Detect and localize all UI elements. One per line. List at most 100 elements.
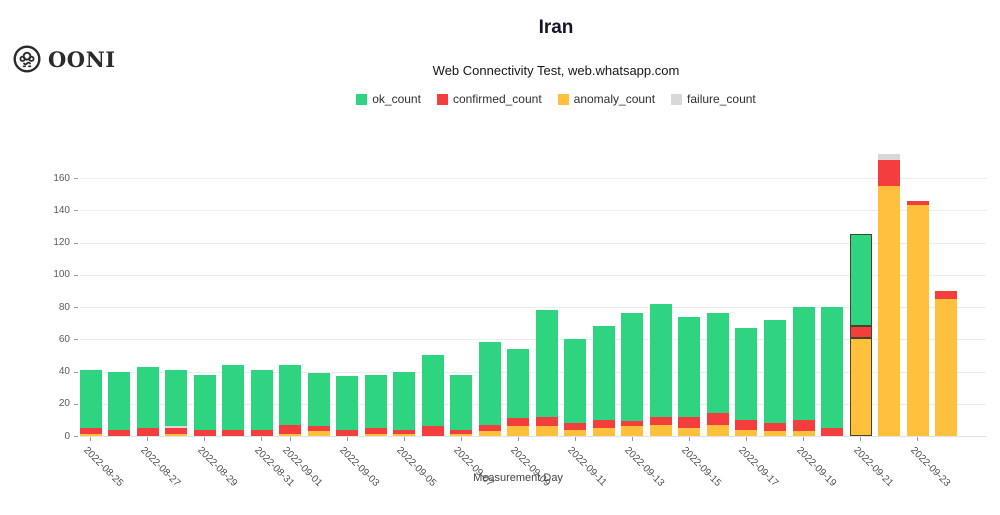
bar-segment-confirmed_count-2022-08-31[interactable] <box>250 429 273 436</box>
bar-segment-anomaly_count-2022-09-01[interactable] <box>279 434 302 436</box>
bar-segment-anomaly_count-2022-09-23[interactable] <box>906 205 929 436</box>
gridline <box>80 403 986 405</box>
bar-segment-anomaly_count-2022-09-24[interactable] <box>935 298 958 436</box>
bar-segment-anomaly_count-2022-09-07[interactable] <box>450 434 473 436</box>
bar-segment-ok_count-2022-09-08[interactable] <box>478 342 501 425</box>
ooni-logo-icon <box>12 44 42 74</box>
bar-segment-anomaly_count-2022-09-04[interactable] <box>364 434 387 436</box>
bar-segment-anomaly_count-2022-09-19[interactable] <box>792 431 815 436</box>
bar-segment-anomaly_count-2022-09-02[interactable] <box>307 431 330 436</box>
bar-segment-confirmed_count-2022-09-24[interactable] <box>935 290 958 299</box>
legend-item-ok_count[interactable]: ok_count <box>356 92 421 106</box>
bar-segment-ok_count-2022-09-04[interactable] <box>364 374 387 428</box>
bar-segment-confirmed_count-2022-09-15[interactable] <box>678 416 701 428</box>
bar-segment-anomaly_count-2022-09-09[interactable] <box>507 426 530 436</box>
bar-segment-anomaly_count-2022-09-05[interactable] <box>393 434 416 436</box>
bar-segment-anomaly_count-2022-08-25[interactable] <box>79 434 102 436</box>
bar-segment-confirmed_count-2022-08-30[interactable] <box>222 429 245 436</box>
bar-segment-anomaly_count-2022-09-16[interactable] <box>706 424 729 436</box>
bar-segment-ok_count-2022-08-30[interactable] <box>222 365 245 430</box>
bar-segment-confirmed_count-2022-08-27[interactable] <box>136 427 159 436</box>
bar-segment-anomaly_count-2022-09-08[interactable] <box>478 431 501 436</box>
bar-segment-confirmed_count-2022-09-11[interactable] <box>564 423 587 430</box>
bar-segment-ok_count-2022-09-13[interactable] <box>621 313 644 422</box>
bar-segment-ok_count-2022-09-19[interactable] <box>792 307 815 420</box>
bar-segment-ok_count-2022-09-17[interactable] <box>735 327 758 420</box>
bar-segment-ok_count-2022-09-15[interactable] <box>678 316 701 417</box>
bar-segment-ok_count-2022-08-25[interactable] <box>79 369 102 428</box>
bar-segment-ok_count-2022-08-29[interactable] <box>193 374 216 430</box>
bar-segment-confirmed_count-2022-09-16[interactable] <box>706 413 729 425</box>
bar-segment-ok_count-2022-09-12[interactable] <box>592 326 615 420</box>
bar-segment-confirmed_count-2022-09-01[interactable] <box>279 424 302 435</box>
legend-label: anomaly_count <box>573 92 656 106</box>
bar-segment-confirmed_count-2022-09-08[interactable] <box>478 424 501 432</box>
bar-segment-confirmed_count-2022-09-06[interactable] <box>421 426 444 436</box>
y-tick-label: 160 <box>53 172 70 184</box>
bar-segment-confirmed_count-2022-09-19[interactable] <box>792 419 815 432</box>
bar-segment-anomaly_count-2022-09-18[interactable] <box>763 431 786 436</box>
bar-segment-confirmed_count-2022-09-17[interactable] <box>735 419 758 430</box>
bar-segment-anomaly_count-2022-09-15[interactable] <box>678 427 701 436</box>
bar-segment-ok_count-2022-09-03[interactable] <box>336 376 359 430</box>
bar-segment-ok_count-2022-08-26[interactable] <box>108 371 131 430</box>
bar-segment-ok_count-2022-09-06[interactable] <box>421 355 444 427</box>
bar-segment-confirmed_count-2022-09-03[interactable] <box>336 429 359 436</box>
bar-segment-ok_count-2022-09-11[interactable] <box>564 339 587 424</box>
y-tick-label: 100 <box>53 269 70 281</box>
bar-segment-ok_count-2022-09-09[interactable] <box>507 348 530 419</box>
bar-segment-failure_count-2022-09-22[interactable] <box>878 153 901 161</box>
bar-segment-confirmed_count-2022-09-14[interactable] <box>649 416 672 425</box>
bar-segment-confirmed_count-2022-08-25[interactable] <box>79 427 102 435</box>
legend-item-anomaly_count[interactable]: anomaly_count <box>557 92 656 106</box>
bar-segment-ok_count-2022-09-20[interactable] <box>821 307 844 428</box>
bar-segment-anomaly_count-2022-09-13[interactable] <box>621 426 644 436</box>
bar-segment-confirmed_count-2022-09-05[interactable] <box>393 429 416 435</box>
bar-segment-anomaly_count-2022-09-12[interactable] <box>592 427 615 436</box>
bar-segment-ok_count-2022-09-14[interactable] <box>649 303 672 417</box>
bar-segment-anomaly_count-2022-08-28[interactable] <box>165 434 188 436</box>
bar-segment-confirmed_count-2022-09-09[interactable] <box>507 418 530 427</box>
bar-segment-ok_count-2022-09-02[interactable] <box>307 373 330 427</box>
bar-segment-anomaly_count-2022-09-21[interactable] <box>849 337 872 436</box>
bar-segment-ok_count-2022-09-21[interactable] <box>849 234 872 327</box>
bar-segment-confirmed_count-2022-09-12[interactable] <box>592 419 615 428</box>
bar-segment-anomaly_count-2022-09-11[interactable] <box>564 429 587 436</box>
bar-segment-confirmed_count-2022-09-20[interactable] <box>821 427 844 436</box>
bar-segment-ok_count-2022-08-31[interactable] <box>250 369 273 430</box>
bar-segment-anomaly_count-2022-09-17[interactable] <box>735 429 758 436</box>
bar-segment-confirmed_count-2022-08-26[interactable] <box>108 429 131 436</box>
bar-segment-confirmed_count-2022-09-02[interactable] <box>307 426 330 432</box>
bar-segment-confirmed_count-2022-08-28[interactable] <box>165 427 188 435</box>
bar-segment-confirmed_count-2022-09-22[interactable] <box>878 160 901 187</box>
legend-item-confirmed_count[interactable]: confirmed_count <box>436 92 542 106</box>
bar-segment-confirmed_count-2022-09-13[interactable] <box>621 421 644 427</box>
bar-segment-failure_count-2022-08-28[interactable] <box>165 426 188 428</box>
bar-segment-anomaly_count-2022-09-14[interactable] <box>649 424 672 436</box>
bar-segment-confirmed_count-2022-09-23[interactable] <box>906 200 929 206</box>
legend-item-failure_count[interactable]: failure_count <box>671 92 756 106</box>
bar-segment-ok_count-2022-09-07[interactable] <box>450 374 473 430</box>
y-tick-label: 40 <box>58 366 70 377</box>
legend-swatch-confirmed_count <box>436 93 448 105</box>
legend-label: failure_count <box>687 92 756 106</box>
bar-segment-confirmed_count-2022-09-18[interactable] <box>763 423 786 432</box>
bar-segment-ok_count-2022-09-16[interactable] <box>706 313 729 414</box>
bar-segment-ok_count-2022-09-05[interactable] <box>393 371 416 430</box>
y-tick-label: 0 <box>64 430 70 442</box>
bar-segment-confirmed_count-2022-09-07[interactable] <box>450 429 473 435</box>
bar-segment-confirmed_count-2022-09-04[interactable] <box>364 427 387 435</box>
bar-segment-anomaly_count-2022-09-22[interactable] <box>878 186 901 436</box>
bar-segment-ok_count-2022-09-18[interactable] <box>763 319 786 424</box>
bar-segment-confirmed_count-2022-08-29[interactable] <box>193 429 216 436</box>
y-tick-label: 80 <box>58 301 70 313</box>
bar-segment-confirmed_count-2022-09-10[interactable] <box>535 416 558 427</box>
bar-segment-ok_count-2022-09-10[interactable] <box>535 310 558 417</box>
bar-segment-ok_count-2022-09-01[interactable] <box>279 365 302 425</box>
bar-segment-anomaly_count-2022-09-10[interactable] <box>535 426 558 436</box>
bar-segment-confirmed_count-2022-09-21[interactable] <box>849 326 872 338</box>
bar-segment-ok_count-2022-08-27[interactable] <box>136 366 159 428</box>
bar-segment-ok_count-2022-08-28[interactable] <box>165 369 188 427</box>
ooni-brand[interactable]: OONI <box>12 44 116 74</box>
